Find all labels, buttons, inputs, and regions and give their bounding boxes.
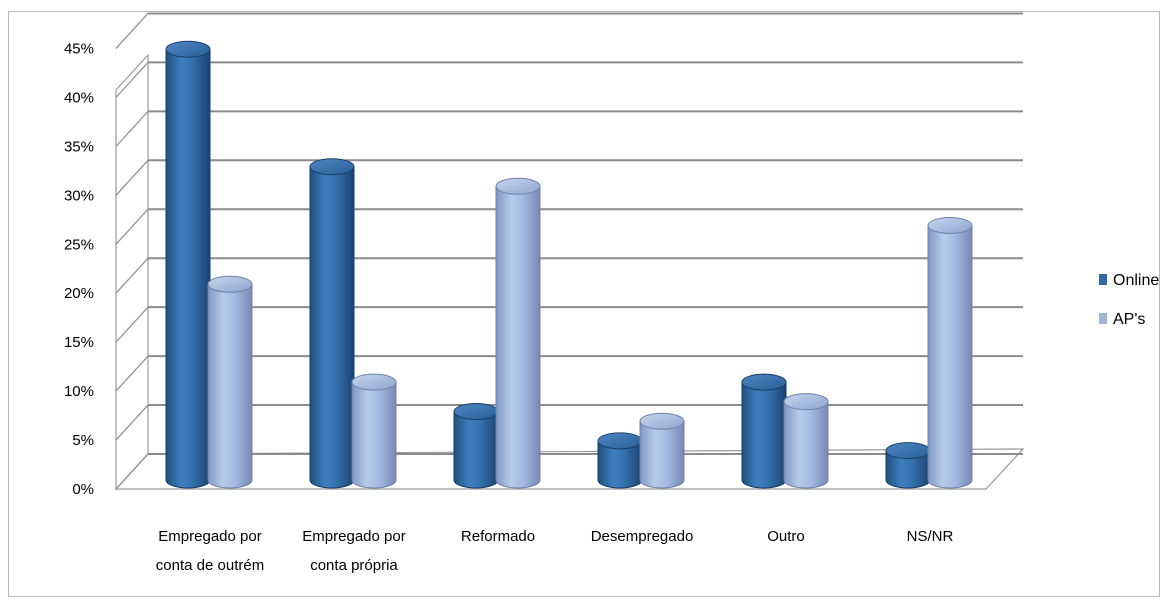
gridline-side	[115, 453, 149, 490]
bars	[165, 40, 973, 489]
bar	[495, 177, 541, 489]
y-tick-label: 20%	[64, 285, 94, 302]
y-axis: 0% 5% 10% 15% 20% 25% 30% 35% 40% 45%	[64, 40, 94, 498]
bar-top	[495, 177, 541, 195]
y-tick-label: 10%	[64, 383, 94, 400]
bar-body	[351, 381, 397, 489]
gridline-side	[115, 208, 149, 245]
y-tick-label: 45%	[64, 40, 94, 57]
bar	[597, 432, 643, 489]
legend-label: Online	[1113, 272, 1159, 289]
bar-top	[351, 373, 397, 391]
bar-body	[927, 224, 973, 489]
bar-top	[639, 412, 685, 430]
gridline-side	[115, 159, 149, 196]
x-tick-label: Outro	[767, 528, 805, 545]
legend-label: AP's	[1113, 311, 1145, 328]
bar	[351, 373, 397, 489]
bar-top	[885, 442, 931, 460]
bar-top	[741, 373, 787, 391]
bar-body	[783, 401, 829, 489]
gridlines	[115, 12, 1023, 490]
bar	[309, 158, 355, 489]
legend-swatch	[1099, 313, 1107, 324]
x-tick-label: conta própria	[310, 557, 398, 574]
y-tick-label: 35%	[64, 138, 94, 155]
x-tick-label: conta de outrém	[156, 557, 264, 574]
gridline-side	[115, 13, 149, 49]
bar-body	[165, 48, 211, 489]
legend: Online AP's	[1099, 272, 1159, 328]
bar-top	[165, 40, 211, 58]
x-axis: Empregado por conta de outrém Empregado po…	[156, 528, 954, 574]
gridline-side	[115, 306, 149, 343]
y-tick-label: 30%	[64, 187, 94, 204]
bar-top	[309, 158, 355, 176]
y-tick-label: 40%	[64, 89, 94, 106]
gridline-side	[115, 110, 149, 147]
bar-top	[453, 402, 499, 420]
bar-body	[453, 410, 499, 489]
bar-body	[495, 185, 541, 489]
y-tick-label: 0%	[72, 481, 94, 498]
y-tick-label: 25%	[64, 236, 94, 253]
bar	[885, 442, 931, 489]
y-tick-label: 15%	[64, 334, 94, 351]
bar	[639, 412, 685, 489]
side-wall	[115, 53, 149, 491]
bar	[207, 275, 253, 489]
gridline-side	[115, 404, 149, 441]
legend-swatch	[1099, 274, 1107, 285]
bar-top	[207, 275, 253, 293]
bar	[453, 402, 499, 489]
bar-body	[741, 381, 787, 489]
bar-body	[309, 166, 355, 489]
gridline-side	[115, 61, 149, 98]
y-tick-label: 5%	[72, 432, 94, 449]
gridline-side	[115, 257, 149, 294]
x-tick-label: Empregado por	[302, 528, 405, 545]
x-tick-label: Empregado por	[158, 528, 261, 545]
bar-top	[927, 216, 973, 234]
x-tick-label: Reformado	[461, 528, 535, 545]
bar	[165, 40, 211, 489]
bar	[927, 216, 973, 489]
bar-top	[783, 393, 829, 411]
bar-body	[639, 420, 685, 489]
bar-top	[597, 432, 643, 450]
bar-body	[207, 283, 253, 489]
gridline-side	[115, 355, 149, 392]
x-tick-label: NS/NR	[907, 528, 954, 545]
x-tick-label: Desempregado	[591, 528, 694, 545]
bar	[783, 393, 829, 489]
bar	[741, 373, 787, 489]
